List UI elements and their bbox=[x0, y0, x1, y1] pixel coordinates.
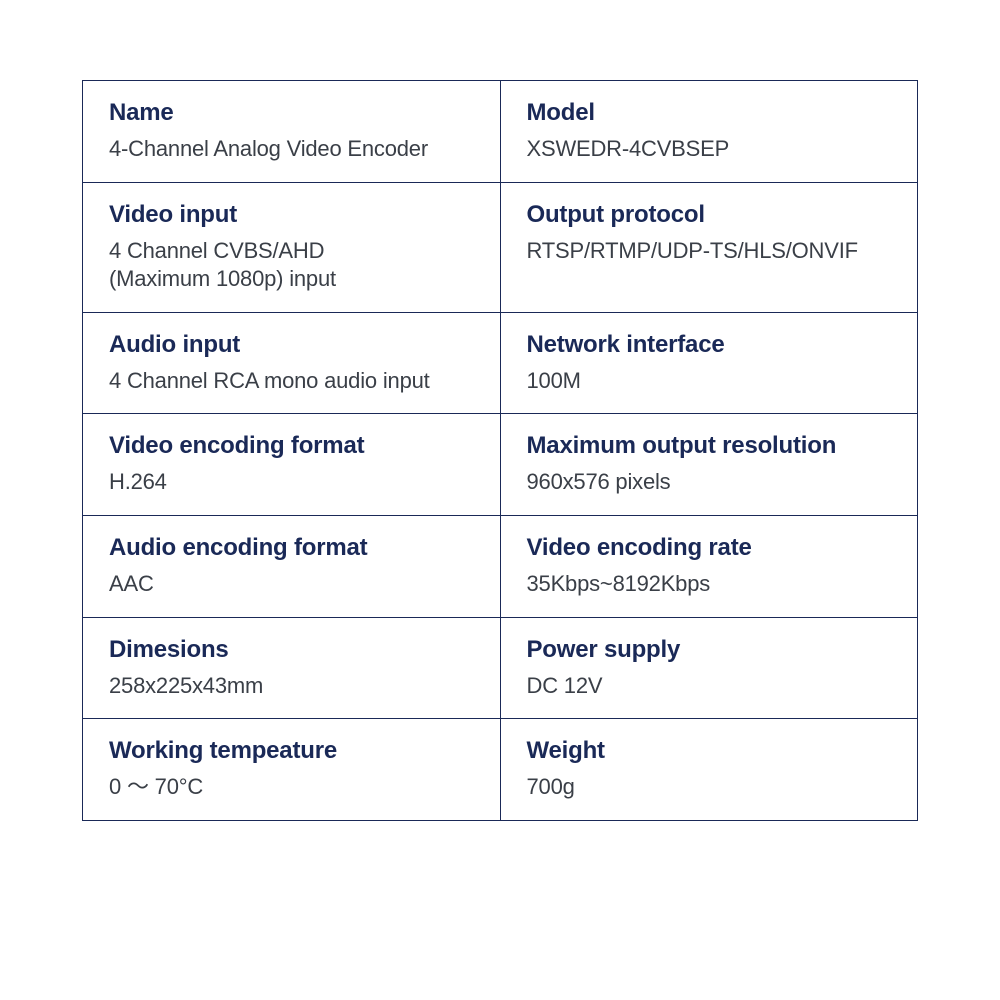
table-row: Audio encoding format AAC Video encoding… bbox=[83, 515, 918, 617]
table-row: Dimesions 258x225x43mm Power supply DC 1… bbox=[83, 617, 918, 719]
spec-value: RTSP/RTMP/UDP-TS/HLS/ONVIF bbox=[527, 237, 896, 266]
spec-label: Power supply bbox=[527, 636, 896, 664]
spec-cell: Network interface 100M bbox=[500, 312, 918, 414]
spec-cell: Power supply DC 12V bbox=[500, 617, 918, 719]
table-row: Video input 4 Channel CVBS/AHD(Maximum 1… bbox=[83, 182, 918, 312]
spec-label: Dimesions bbox=[109, 636, 478, 664]
spec-value: 258x225x43mm bbox=[109, 672, 478, 701]
table-row: Video encoding format H.264 Maximum outp… bbox=[83, 414, 918, 516]
spec-cell: Output protocol RTSP/RTMP/UDP-TS/HLS/ONV… bbox=[500, 182, 918, 312]
spec-cell: Dimesions 258x225x43mm bbox=[83, 617, 501, 719]
spec-table: Name 4-Channel Analog Video Encoder Mode… bbox=[82, 80, 918, 821]
spec-cell: Audio input 4 Channel RCA mono audio inp… bbox=[83, 312, 501, 414]
spec-value: DC 12V bbox=[527, 672, 896, 701]
table-row: Working tempeature 0 ～ 70°C Weight 700g bbox=[83, 719, 918, 821]
spec-value: 35Kbps~8192Kbps bbox=[527, 570, 896, 599]
spec-value: AAC bbox=[109, 570, 478, 599]
spec-value: 700g bbox=[527, 773, 896, 802]
spec-label: Maximum output resolution bbox=[527, 432, 896, 460]
spec-label: Model bbox=[527, 99, 896, 127]
spec-label: Name bbox=[109, 99, 478, 127]
spec-label: Video encoding rate bbox=[527, 534, 896, 562]
spec-cell: Audio encoding format AAC bbox=[83, 515, 501, 617]
spec-cell: Maximum output resolution 960x576 pixels bbox=[500, 414, 918, 516]
spec-label: Output protocol bbox=[527, 201, 896, 229]
spec-cell: Weight 700g bbox=[500, 719, 918, 821]
spec-value: 0 ～ 70°C bbox=[109, 773, 478, 802]
spec-cell: Video encoding format H.264 bbox=[83, 414, 501, 516]
spec-label: Network interface bbox=[527, 331, 896, 359]
spec-value: 4-Channel Analog Video Encoder bbox=[109, 135, 478, 164]
spec-label: Audio input bbox=[109, 331, 478, 359]
spec-value: 960x576 pixels bbox=[527, 468, 896, 497]
spec-cell: Model XSWEDR-4CVBSEP bbox=[500, 81, 918, 183]
table-row: Audio input 4 Channel RCA mono audio inp… bbox=[83, 312, 918, 414]
spec-label: Working tempeature bbox=[109, 737, 478, 765]
spec-cell: Name 4-Channel Analog Video Encoder bbox=[83, 81, 501, 183]
spec-value: XSWEDR-4CVBSEP bbox=[527, 135, 896, 164]
spec-label: Audio encoding format bbox=[109, 534, 478, 562]
spec-value: 4 Channel CVBS/AHD(Maximum 1080p) input bbox=[109, 237, 478, 294]
spec-label: Weight bbox=[527, 737, 896, 765]
spec-cell: Video encoding rate 35Kbps~8192Kbps bbox=[500, 515, 918, 617]
spec-table-body: Name 4-Channel Analog Video Encoder Mode… bbox=[83, 81, 918, 821]
spec-value: H.264 bbox=[109, 468, 478, 497]
table-row: Name 4-Channel Analog Video Encoder Mode… bbox=[83, 81, 918, 183]
spec-cell: Video input 4 Channel CVBS/AHD(Maximum 1… bbox=[83, 182, 501, 312]
spec-label: Video encoding format bbox=[109, 432, 478, 460]
spec-cell: Working tempeature 0 ～ 70°C bbox=[83, 719, 501, 821]
spec-value: 4 Channel RCA mono audio input bbox=[109, 367, 478, 396]
spec-label: Video input bbox=[109, 201, 478, 229]
spec-value: 100M bbox=[527, 367, 896, 396]
